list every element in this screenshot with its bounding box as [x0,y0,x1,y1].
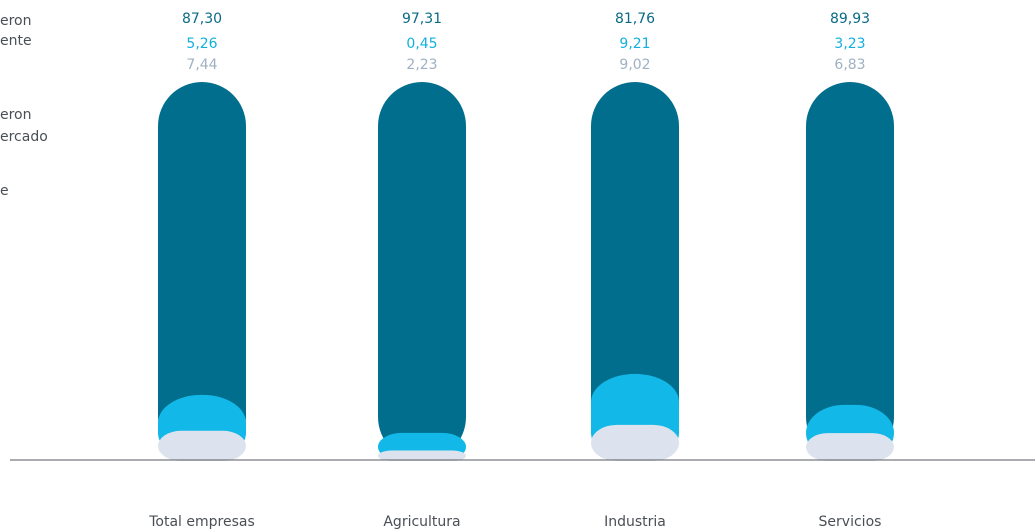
bar-stack-2 [591,82,679,461]
value-label-2-2: 9,02 [619,57,650,73]
bar-segment-0-1 [378,82,466,461]
bar-segment-2-3 [806,433,894,461]
category-label-3: Servicios [819,514,882,530]
value-label-2-3: 6,83 [834,57,865,73]
legend-text-1-1: ercado [0,129,48,145]
legend-text-1-0: eron [0,107,32,123]
value-label-0-2: 81,76 [615,11,655,27]
value-label-1-3: 3,23 [834,36,865,52]
value-label-0-0: 87,30 [182,11,222,27]
value-label-2-1: 2,23 [406,57,437,73]
category-label-0: Total empresas [148,514,255,530]
value-label-2-0: 7,44 [186,57,217,73]
value-label-1-1: 0,45 [406,36,437,52]
category-labels: Total empresas Agricultura Industria Servic… [148,514,881,530]
value-labels: 87,30 5,26 7,44 97,31 0,45 2,23 81,76 9,21 9,02 8… [182,11,870,73]
bar-segment-2-0 [158,430,246,461]
legend: eron ente eron ercado e [0,13,48,199]
value-label-1-0: 5,26 [186,36,217,52]
value-label-0-3: 89,93 [830,11,870,27]
legend-text-2-0: e [0,183,9,199]
bar-stack-1 [378,82,466,461]
bar-segment-0-0 [158,82,246,461]
value-label-0-1: 97,31 [402,11,442,27]
bar-stack-0 [158,82,246,461]
legend-text-0-0: eron [0,13,32,29]
category-label-1: Agricultura [383,514,460,530]
bar-segment-2-2 [591,424,679,461]
category-label-2: Industria [604,514,666,530]
value-label-1-2: 9,21 [619,36,650,52]
bar-segment-0-2 [591,82,679,461]
legend-text-0-1: ente [0,33,32,49]
bar-stack-3 [806,82,894,461]
bar-segment-2-1 [378,450,466,461]
bar-segment-0-3 [806,82,894,461]
bars [158,82,894,461]
